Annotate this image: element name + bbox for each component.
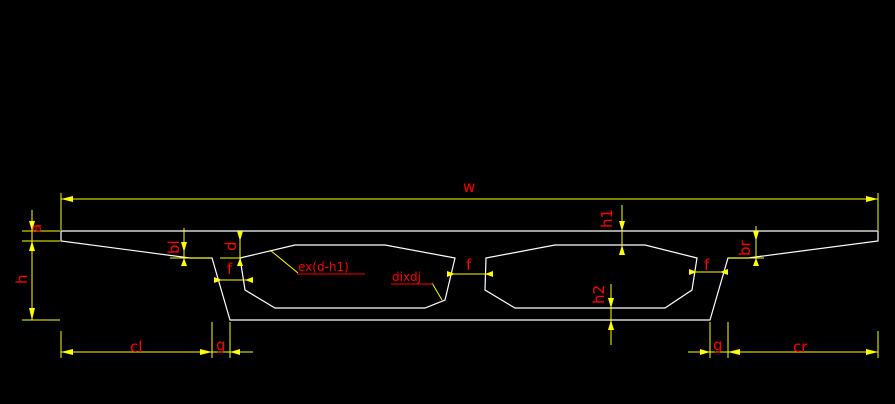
left-cell-outline	[239, 244, 456, 309]
label-d: d	[222, 241, 240, 251]
label-g-right: g	[713, 336, 723, 354]
right-cell-outline	[484, 244, 698, 309]
label-g-left: g	[216, 336, 226, 354]
label-f-left: f	[227, 260, 233, 278]
label-h1: h1	[598, 209, 616, 228]
dimension-labels: w a h h1 h2 bl br d f f f cl g g cr ex(d…	[13, 178, 808, 356]
label-h: h	[13, 274, 31, 284]
label-cl: cl	[130, 338, 142, 356]
label-w: w	[463, 178, 475, 196]
girder-outer-outline	[60, 230, 879, 321]
label-cr: cr	[793, 338, 808, 356]
e-leader-line	[269, 249, 299, 274]
label-a: a	[27, 224, 45, 233]
label-h2: h2	[590, 285, 608, 304]
label-di: dixdj	[392, 270, 421, 284]
di-leader-line	[431, 282, 443, 301]
cross-section-outline	[60, 230, 879, 321]
label-f-mid: f	[466, 256, 472, 274]
label-bl: bl	[165, 240, 183, 254]
label-f-right: f	[704, 256, 710, 274]
label-br: br	[736, 239, 754, 256]
label-e: ex(d-h1)	[298, 260, 349, 274]
dimension-lines	[22, 193, 879, 358]
